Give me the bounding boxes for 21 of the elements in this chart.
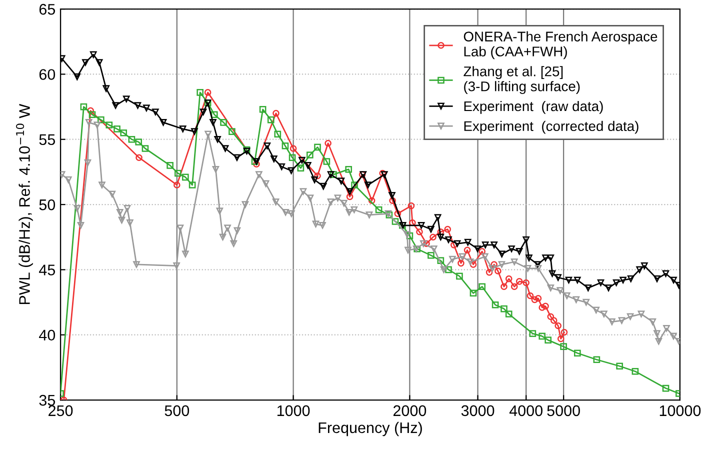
x-tick-label: 5000 — [547, 405, 580, 416]
x-tick-label: 1000 — [277, 405, 310, 416]
x-tick-label: 4000 — [509, 405, 542, 416]
legend-label: Zhang et al. [25] (3-D lifting surface) — [464, 66, 580, 94]
x-tick-label: 500 — [164, 405, 190, 416]
y-tick-label: 50 — [39, 199, 56, 210]
x-axis-title: Frequency (Hz) — [318, 422, 422, 436]
x-tick-label: 10000 — [660, 405, 701, 416]
legend-label: Experiment (raw data) — [464, 100, 603, 114]
y-tick-label: 45 — [39, 264, 56, 276]
x-tick-label: 2000 — [393, 405, 426, 416]
y-axis-title: PWL (dB/Hz), Ref. 4.10$^{−10}$ W — [16, 104, 33, 304]
y-tick-label: 55 — [39, 134, 56, 146]
y-tick-label: 65 — [39, 4, 56, 15]
y-tick-label: 35 — [39, 394, 56, 406]
legend-label: ONERA-The French Aerospace Lab (CAA+FWH) — [464, 31, 658, 60]
legend-label: Experiment (corrected data) — [464, 120, 638, 134]
y-tick-label: 40 — [39, 330, 56, 341]
x-tick-label: 3000 — [461, 405, 494, 416]
y-tick-label: 60 — [39, 69, 56, 80]
x-tick-label: 250 — [48, 405, 73, 416]
